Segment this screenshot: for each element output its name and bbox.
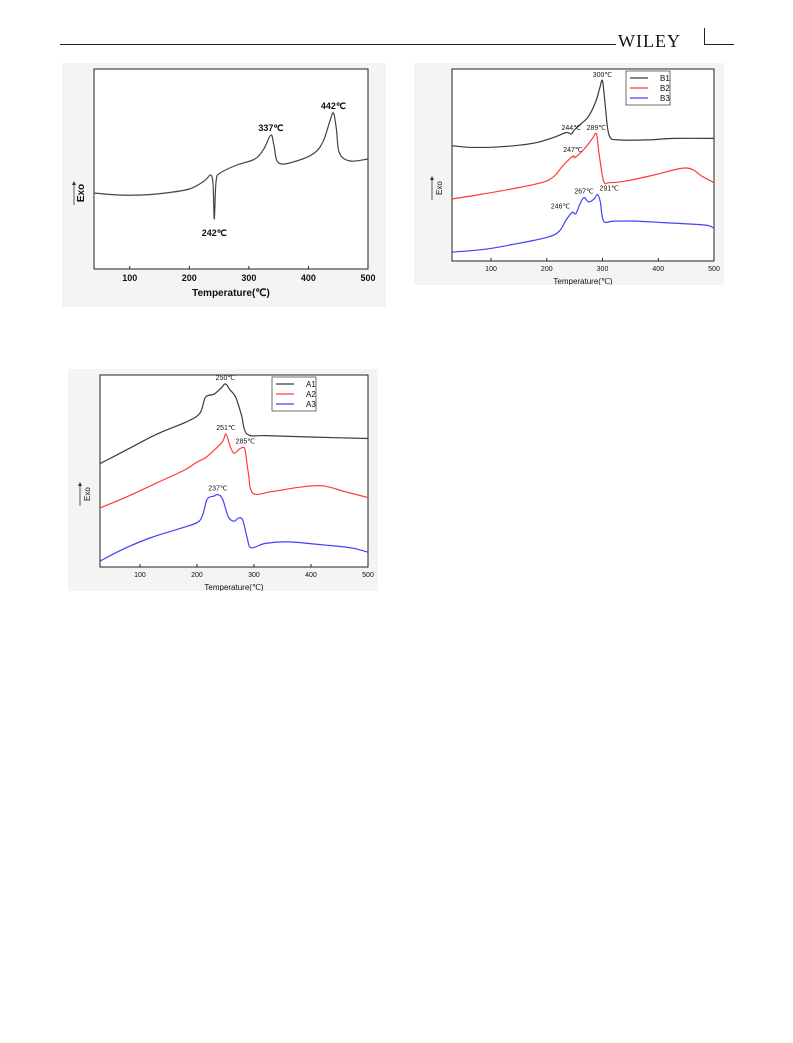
y-axis-label: Exo	[435, 181, 444, 195]
peak-annotation: 246℃	[551, 203, 571, 210]
x-tick-label: 100	[134, 572, 146, 579]
y-axis-arrowhead	[72, 181, 76, 185]
y-axis-arrowhead	[430, 176, 434, 181]
dsc-chart-b-series: 100 200 300 400 500 Temperature(℃) Exo 300℃ 244℃…	[430, 68, 720, 285]
series-line-b1	[451, 79, 715, 149]
series-line-a2	[99, 433, 369, 509]
legend-label: B3	[660, 94, 670, 103]
x-axis-label: Temperature(℃)	[553, 277, 613, 285]
x-tick-label: 300	[241, 273, 256, 283]
chart-panel-b-series: 100 200 300 400 500 Temperature(℃) Exo 300℃ 244℃…	[414, 63, 724, 285]
plot-frame	[93, 68, 369, 270]
peak-annotation: 237℃	[208, 486, 228, 493]
legend-label: B1	[660, 74, 670, 83]
legend-label: A1	[306, 380, 316, 389]
series-line-b2	[451, 132, 715, 200]
peak-annotation: 244℃	[562, 125, 582, 132]
peak-annotation: 337℃	[258, 123, 283, 133]
header-rule-right	[704, 44, 734, 45]
x-tick-label: 200	[182, 273, 197, 283]
x-tick-label: 500	[708, 266, 720, 273]
y-axis-label: Exo	[76, 184, 87, 202]
x-tick-label: 400	[305, 572, 317, 579]
header-rule	[60, 44, 616, 45]
y-axis-label: Exo	[83, 487, 92, 501]
x-axis-label: Temperature(℃)	[192, 288, 270, 299]
plot-frame	[99, 374, 369, 568]
plot-frame	[451, 68, 715, 262]
x-tick-label: 400	[652, 266, 664, 273]
publisher-logo: WILEY	[618, 31, 681, 51]
x-tick-label: 100	[485, 266, 497, 273]
series-line-a1	[99, 383, 369, 465]
peak-annotation: 247℃	[563, 147, 583, 154]
x-axis-label: Temperature(℃)	[204, 583, 264, 591]
series-line-0	[93, 112, 369, 220]
x-tick-label: 300	[597, 266, 609, 273]
x-tick-label: 500	[360, 273, 375, 283]
peak-annotation: 442℃	[321, 101, 346, 111]
x-tick-label: 200	[541, 266, 553, 273]
dsc-chart-a-series: 100 200 300 400 500 Temperature(℃) Exo 250℃ 251℃…	[78, 374, 374, 591]
peak-annotation: 251℃	[216, 425, 236, 432]
header-divider	[704, 28, 705, 44]
x-tick-label: 400	[301, 273, 316, 283]
chart-panel-single: 100 200 300 400 500 Temperature(℃) Exo 242℃ 337℃…	[62, 63, 386, 307]
x-tick-label: 100	[122, 273, 137, 283]
peak-annotation: 291℃	[599, 186, 619, 193]
peak-annotation: 300℃	[593, 72, 613, 79]
x-tick-label: 300	[248, 572, 260, 579]
series-line-b3	[451, 193, 715, 253]
x-tick-label: 200	[191, 572, 203, 579]
peak-annotation: 267℃	[574, 188, 594, 195]
legend-label: A2	[306, 390, 316, 399]
peak-annotation: 285℃	[236, 438, 256, 445]
y-axis-arrowhead	[78, 482, 82, 487]
chart-panel-a-series: 100 200 300 400 500 Temperature(℃) Exo 250℃ 251℃…	[68, 369, 378, 591]
series-line-a3	[99, 493, 369, 562]
legend-label: B2	[660, 84, 670, 93]
peak-annotation: 289℃	[587, 125, 607, 132]
legend-label: A3	[306, 400, 316, 409]
peak-annotation: 242℃	[202, 228, 227, 238]
peak-annotation: 250℃	[216, 375, 236, 382]
x-tick-label: 500	[362, 572, 374, 579]
dsc-chart-single: 100 200 300 400 500 Temperature(℃) Exo 242℃ 337℃…	[72, 68, 376, 299]
